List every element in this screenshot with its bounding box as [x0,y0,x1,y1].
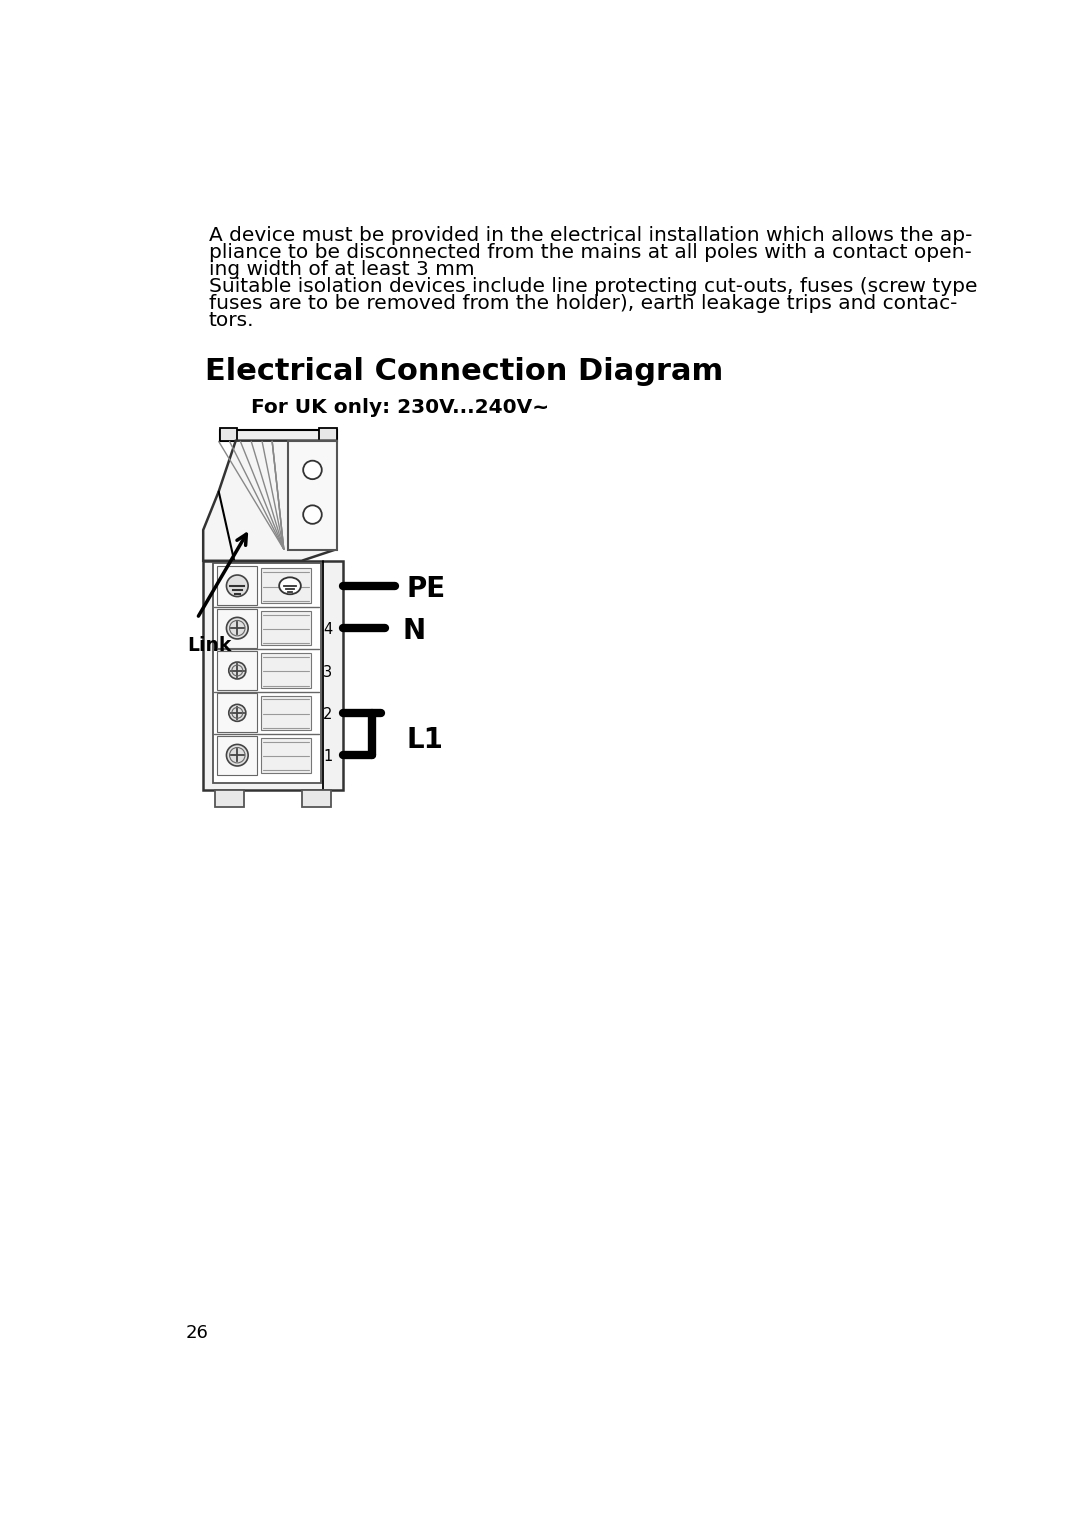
Text: PE: PE [406,575,445,602]
Text: 2: 2 [323,706,333,722]
Polygon shape [203,440,337,561]
Circle shape [303,506,322,524]
Bar [260,569,311,602]
Bar [301,790,332,807]
Bar [260,653,311,688]
Bar [260,610,311,645]
Text: A device must be provided in the electrical installation which allows the ap-: A device must be provided in the electri… [208,226,972,245]
Bar [217,566,257,605]
Text: Electrical Connection Diagram: Electrical Connection Diagram [205,356,723,385]
Text: 4: 4 [323,622,333,638]
Text: L1: L1 [406,726,443,754]
Text: 1: 1 [323,749,333,764]
Circle shape [227,745,248,766]
Bar [220,428,238,440]
Circle shape [227,575,248,596]
Text: N: N [403,618,426,645]
Bar [213,563,321,783]
Ellipse shape [279,578,301,595]
Bar [260,739,311,772]
Text: pliance to be disconnected from the mains at all poles with a contact open-: pliance to be disconnected from the main… [208,243,971,261]
Bar [320,428,337,440]
Text: Suitable isolation devices include line protecting cut-outs, fuses (screw type: Suitable isolation devices include line … [208,277,977,295]
Bar [203,561,342,790]
Circle shape [229,662,246,679]
Text: ing width of at least 3 mm: ing width of at least 3 mm [208,260,474,278]
Text: For UK only: 230V...240V~: For UK only: 230V...240V~ [252,398,550,416]
Text: tors.: tors. [208,310,254,330]
Bar [217,651,257,690]
Text: fuses are to be removed from the holder), earth leakage trips and contac-: fuses are to be removed from the holder)… [208,294,957,312]
Bar [217,735,257,775]
Circle shape [229,705,246,722]
Bar [217,693,257,732]
Text: Link: Link [188,636,232,656]
Circle shape [227,618,248,639]
Bar [260,696,311,731]
Bar [217,609,257,648]
Bar [220,430,337,440]
Bar [215,790,244,807]
Circle shape [303,460,322,479]
Text: 3: 3 [323,665,333,679]
Bar [287,440,337,550]
Text: 26: 26 [186,1324,208,1342]
